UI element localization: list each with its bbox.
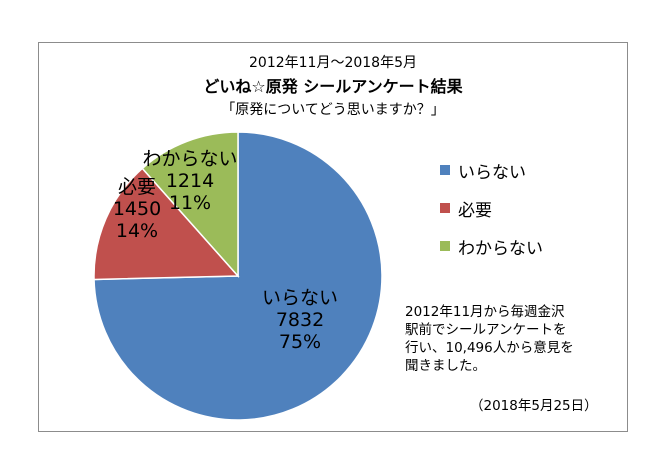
slice-value: 1450 xyxy=(112,198,162,220)
legend-item-wakaranai: わからない xyxy=(440,236,543,259)
slice-label-hitsuyou: 必要 1450 14% xyxy=(113,176,161,242)
chart-title: どいね☆原発 シールアンケート結果 xyxy=(203,77,463,96)
slice-label-iranai: いらない 7832 75% xyxy=(262,287,338,353)
slice-percent: 75% xyxy=(278,331,322,353)
note-line: 駅前でシールアンケートを xyxy=(405,322,567,338)
slice-label-wakaranai: わからない 1214 11% xyxy=(142,148,237,214)
slice-percent: 14% xyxy=(115,220,159,242)
slice-category: わからない xyxy=(142,148,238,170)
slice-category: いらない xyxy=(261,287,339,309)
legend-label-hitsuyou: 必要 xyxy=(458,200,492,221)
legend-swatch-hitsuyou xyxy=(440,203,450,213)
legend-swatch-iranai xyxy=(440,165,450,175)
legend: いらない 必要 わからない xyxy=(440,160,543,274)
legend-item-hitsuyou: 必要 xyxy=(440,198,543,221)
note-line: 行い、10,496人から意見を xyxy=(405,340,574,356)
legend-item-iranai: いらない xyxy=(440,160,543,183)
slice-category: 必要 xyxy=(117,176,157,198)
chart-period: 2012年11月～2018年5月 xyxy=(249,55,417,71)
chart-question: 「原発についてどう思いますか？」 xyxy=(221,102,445,118)
note-line: 2012年11月から毎週金沢 xyxy=(405,304,565,320)
legend-label-wakaranai: わからない xyxy=(458,238,543,259)
note-date: （2018年5月25日） xyxy=(470,398,598,414)
slice-percent: 11% xyxy=(168,192,212,214)
slice-hitsuyou xyxy=(93,167,240,281)
slice-value: 1214 xyxy=(165,170,215,192)
slice-value: 7832 xyxy=(275,309,325,331)
note-line: 聞きました。 xyxy=(405,358,486,374)
legend-label-iranai: いらない xyxy=(458,162,526,183)
slice-wakaranai xyxy=(141,131,239,278)
legend-swatch-wakaranai xyxy=(440,241,450,251)
survey-note: 2012年11月から毎週金沢 駅前でシールアンケートを 行い、10,496人から… xyxy=(405,303,620,375)
